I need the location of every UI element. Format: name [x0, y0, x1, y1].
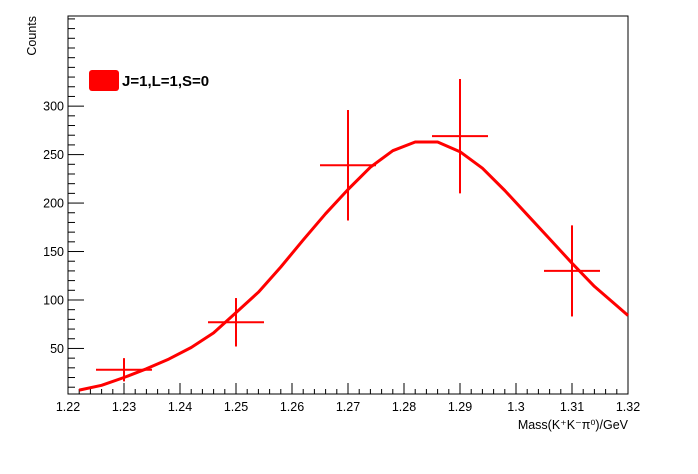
legend: J=1,L=1,S=0	[89, 70, 209, 91]
x-tick-label: 1.23	[112, 400, 136, 414]
x-tick-label: 1.24	[168, 400, 192, 414]
data-point	[432, 79, 488, 194]
x-axis-ticks: 1.22 1.23 1.24 1.25 1.26 1.27 1.28 1.29 1.3 1.31 1…	[56, 383, 640, 414]
y-tick-label: 150	[43, 245, 64, 259]
y-axis-title: Counts	[25, 16, 39, 56]
y-tick-label: 200	[43, 197, 64, 211]
data-point	[208, 298, 264, 347]
y-axis-ticks: 50 100 150 200 250 300	[43, 18, 84, 388]
x-tick-label: 1.29	[448, 400, 472, 414]
x-tick-label: 1.28	[392, 400, 416, 414]
x-tick-label: 1.31	[560, 400, 584, 414]
x-tick-label: 1.25	[224, 400, 248, 414]
y-tick-label: 300	[43, 100, 64, 114]
axes: 1.22 1.23 1.24 1.25 1.26 1.27 1.28 1.29 1.3 1.31 1…	[43, 15, 640, 414]
data-point	[544, 225, 600, 317]
fit-curve	[78, 140, 629, 392]
x-tick-label: 1.27	[336, 400, 360, 414]
x-tick-label: 1.22	[56, 400, 80, 414]
x-tick-label: 1.3	[507, 400, 524, 414]
y-tick-label: 250	[43, 148, 64, 162]
y-tick-label: 50	[50, 342, 64, 356]
y-tick-label: 100	[43, 293, 64, 307]
data-point	[320, 110, 376, 221]
data-layer	[96, 79, 600, 382]
legend-swatch	[89, 70, 119, 91]
legend-label: J=1,L=1,S=0	[122, 73, 209, 90]
x-axis-title: Mass(K⁺K⁻π⁰)/GeV	[518, 418, 629, 432]
x-tick-label: 1.32	[616, 400, 640, 414]
x-tick-label: 1.26	[280, 400, 304, 414]
fit-layer	[78, 140, 629, 392]
